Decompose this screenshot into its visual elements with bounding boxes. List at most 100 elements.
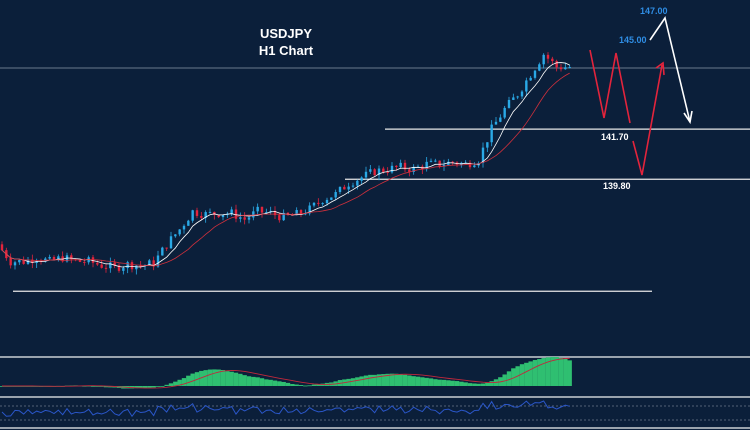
histogram-bar [90,386,96,387]
candle-body [135,265,138,270]
candle-body [551,58,554,62]
candle-body [83,261,86,263]
histogram-bar [485,382,490,386]
histogram-bar [103,386,109,388]
histogram-bar [467,383,473,386]
histogram-bar [506,371,512,386]
histogram-bar [407,375,412,386]
candle-body [312,202,316,206]
histogram-bar [433,379,438,386]
candle-body [191,210,194,221]
histogram-bar [177,379,182,386]
candle-body [325,199,329,204]
histogram-bar [480,383,486,386]
histogram-bar [255,377,260,386]
candle-body [321,203,324,205]
candle-body [178,229,181,235]
histogram-bar [554,356,559,386]
candle-body [156,255,160,267]
candle-body [165,247,168,249]
candle-body [195,210,199,216]
candle-body [360,177,363,181]
candle-body [161,247,164,256]
candle-body [148,260,151,265]
candle-body [412,166,415,172]
histogram-bar [298,385,304,386]
candle-body [308,205,311,214]
histogram-bar [186,375,191,386]
candle-body [429,160,433,162]
candle-body [451,161,454,163]
candle-body [96,262,99,265]
candle-body [286,212,290,215]
candle-body [555,61,558,68]
candle-body [18,260,21,263]
histogram-bar [164,384,169,386]
histogram-bar [502,374,507,386]
candle-body [334,192,337,198]
candle-body [221,215,225,218]
candle-body [273,210,277,216]
candle-body [434,160,437,162]
histogram-bar [160,385,165,387]
candle-body [152,260,155,267]
histogram-bar [181,378,187,386]
histogram-bar [541,358,546,386]
histogram-bar [446,380,451,386]
candle-body [109,262,112,269]
histogram-bar [524,362,529,386]
candle-body [291,214,294,216]
candle-body [408,169,411,172]
histogram-bar [415,376,421,386]
histogram-bar [537,359,542,386]
candle-body [317,202,320,204]
candle-body [373,169,376,176]
histogram-bar [428,378,434,386]
candle-body [213,211,216,215]
histogram-bar [346,378,351,386]
candle-body [48,256,51,259]
candle-body [295,210,298,216]
arrowhead-icon [655,61,665,76]
histogram-bar [203,370,208,386]
histogram-bar [168,383,174,386]
signal-line [2,357,570,389]
candle-body [343,186,346,190]
candle-body [126,262,129,269]
histogram-bar [476,383,481,386]
candle-body [468,162,472,168]
histogram-bar [550,356,555,386]
candle-body [382,168,385,172]
target-label-145: 145.00 [619,35,647,45]
histogram-bar [277,381,282,386]
histogram-bar [472,383,477,386]
candle-body [338,186,342,193]
histogram-bar [411,376,416,386]
histogram-bar [134,386,139,389]
candle-body [538,64,541,71]
candle-body [403,162,407,170]
candle-body [377,168,381,176]
candle-body [169,236,173,249]
candle-body [78,260,82,262]
histogram-bar [350,378,356,386]
histogram-bar [155,386,161,387]
candle-body [542,54,545,65]
candle-body [239,217,242,219]
candle-body [546,54,550,59]
projection-zigzag [589,49,631,124]
candle-body [416,166,420,168]
candle-body [425,161,428,170]
candle-body [516,96,519,98]
histogram-bar [519,364,525,386]
histogram-bar [454,381,460,386]
histogram-bar [173,381,178,386]
histogram-bar [385,373,390,386]
candle-body [217,214,220,218]
histogram-bar [545,357,551,386]
candle-body [234,209,238,219]
candle-body [265,212,268,214]
histogram-bar [316,384,321,386]
candle-body [364,171,368,178]
